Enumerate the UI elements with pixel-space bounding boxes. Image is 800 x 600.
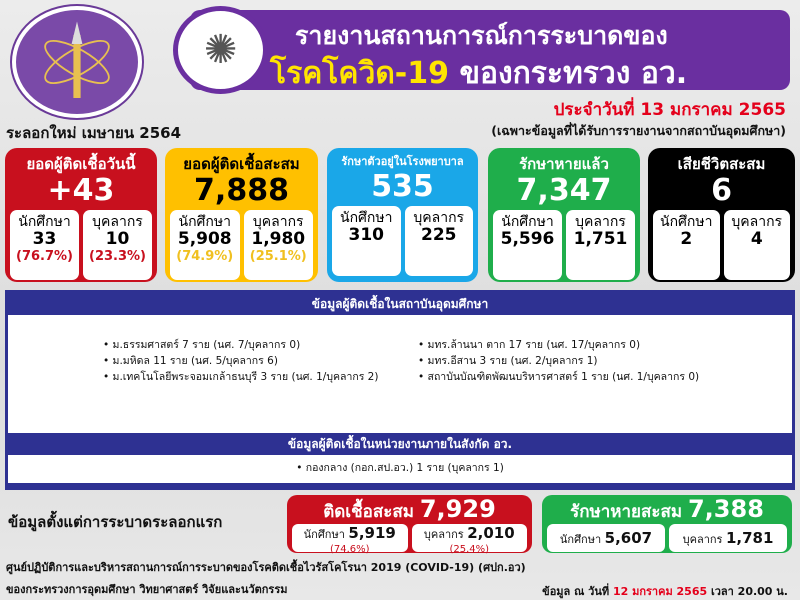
- student-label: นักศึกษา: [501, 214, 554, 230]
- staff-box: บุคลากร 225: [404, 206, 473, 276]
- infected-title: ติดเชื้อสะสม: [323, 502, 414, 522]
- student-value: 5,908: [177, 229, 232, 249]
- student-value: 310: [348, 225, 385, 245]
- recovered-staff: บุคลากร 1,781: [669, 524, 787, 552]
- staff-label: บุคลากร: [413, 210, 465, 226]
- title-line1: รายงานสถานการณ์การระบาดของ: [295, 21, 668, 50]
- card-title: ยอดผู้ติดเชื้อสะสม: [183, 155, 300, 173]
- student-value: 5,596: [500, 229, 555, 249]
- card-title: รักษาหายแล้ว: [519, 155, 609, 173]
- cumulative-infected-card: ติดเชื้อสะสม 7,929 นักศึกษา 5,919 (74.6%)…: [287, 495, 532, 555]
- staff-label: บุคลากร: [731, 214, 783, 230]
- infected-students: นักศึกษา 5,919 (74.6%): [292, 524, 408, 555]
- student-box: นักศึกษา 5,908 (74.9%): [170, 210, 240, 280]
- list-item: มทร.อีสาน 3 ราย (นศ. 2/บุคลากร 1): [418, 353, 699, 369]
- student-pct: (74.9%): [176, 249, 234, 264]
- staff-box: บุคลากร 1,751: [566, 210, 635, 280]
- card-value: 6: [711, 173, 732, 208]
- title-line2: โรคโควิด-19 ของกระทรวง อว.: [270, 50, 687, 97]
- cumulative-infected-card: ยอดผู้ติดเชื้อสะสม 7,888 นักศึกษา 5,908 (74.…: [165, 148, 318, 282]
- student-box: นักศึกษา 310: [332, 206, 401, 276]
- student-pct: (76.7%): [16, 249, 73, 264]
- list-item: กองกลาง (กอก.สป.อว.) 1 ราย (บุคลากร 1): [8, 460, 792, 476]
- card-value: +43: [47, 173, 115, 208]
- student-value: 2: [680, 229, 693, 249]
- recovered-title: รักษาหายสะสม: [570, 502, 683, 522]
- staff-label: บุคลากร: [252, 214, 304, 230]
- pct: (25.4%): [449, 544, 490, 555]
- footer-line2: ของกระทรวงการอุดมศึกษา วิทยาศาสตร์ วิจัย…: [6, 583, 288, 596]
- staff-box: บุคลากร 4: [723, 210, 790, 280]
- list-item: สถาบันบัณฑิตพัฒนบริหารศาสตร์ 1 ราย (นศ. …: [418, 369, 700, 385]
- list-item: ม.เทคโนโลยีพระจอมเกล้าธนบุรี 3 ราย (นศ. …: [103, 369, 418, 385]
- recovered-card: รักษาหายแล้ว 7,347 นักศึกษา 5,596 บุคลากร 1,7…: [488, 148, 640, 282]
- student-label: นักศึกษา: [340, 210, 393, 226]
- title-highlight: โรคโควิด-19: [270, 56, 450, 91]
- agencies-heading: ข้อมูลผู้ติดเชื้อในหน่วยงานภายในสังกัด อ…: [287, 437, 513, 451]
- agencies-list: กองกลาง (กอก.สป.อว.) 1 ราย (บุคลากร 1): [8, 455, 792, 483]
- recovered-value: 7,388: [687, 495, 764, 523]
- data-as-of: ข้อมูล ณ วันที่ 12 มกราคม 2565 เวลา 20.0…: [542, 582, 788, 600]
- student-label: นักศึกษา: [660, 214, 713, 230]
- report-date: ประจำวันที่ 13 มกราคม 2565: [553, 100, 786, 120]
- value: 5,607: [604, 529, 653, 547]
- since-first-label: ข้อมูลตั้งแต่การระบาดระลอกแรก: [8, 513, 223, 531]
- staff-label: บุคลากร: [575, 214, 626, 230]
- card-value: 535: [371, 169, 434, 204]
- staff-value: 225: [421, 225, 457, 245]
- label: นักศึกษา: [303, 528, 345, 541]
- infected-staff: บุคลากร 2,010 (25.4%): [411, 524, 527, 555]
- label: นักศึกษา: [559, 533, 602, 546]
- asof-date: 12 มกราคม 2565: [612, 585, 708, 598]
- institutions-list: ม.ธรรมศาสตร์ 7 ราย (นศ. 7/บุคลากร 0)ม.มห…: [8, 315, 792, 433]
- asof-prefix: ข้อมูล ณ วันที่: [542, 585, 610, 598]
- ministry-logo: [12, 6, 142, 118]
- value: 5,919: [348, 524, 396, 542]
- card-title: ยอดผู้ติดเชื้อวันนี้: [26, 155, 136, 173]
- staff-value: 1,751: [573, 229, 628, 249]
- student-label: นักศึกษา: [178, 214, 232, 230]
- staff-value: 10: [105, 229, 130, 249]
- student-label: นักศึกษา: [18, 214, 71, 230]
- title-rest: ของกระทรวง อว.: [459, 56, 688, 91]
- deaths-card: เสียชีวิตสะสม 6 นักศึกษา 2 บุคลากร 4: [648, 148, 795, 282]
- card-title: เสียชีวิตสะสม: [677, 155, 766, 173]
- hospitalized-card: รักษาตัวอยู่ในโรงพยาบาล 535 นักศึกษา 310 บุค…: [327, 148, 478, 282]
- staff-pct: (25.1%): [249, 249, 307, 264]
- report-note: (เฉพาะข้อมูลที่ได้รับการรายงานจากสถาบันอ…: [491, 123, 786, 138]
- title-banner: รายงานสถานการณ์การระบาดของ โรคโควิด-19 ข…: [190, 10, 790, 91]
- pct: (74.6%): [329, 544, 370, 555]
- list-item: ม.มหิดล 11 ราย (นศ. 5/บุคลากร 6): [103, 353, 418, 369]
- staff-value: 4: [750, 229, 763, 249]
- list-item: มทร.ล้านนา ตาก 17 ราย (นศ. 17/บุคลากร 0): [418, 337, 699, 353]
- infected-value: 7,929: [419, 495, 496, 523]
- staff-label: บุคลากร: [92, 214, 143, 230]
- staff-box: บุคลากร 10 (23.3%): [83, 210, 152, 280]
- label: บุคลากร: [423, 528, 464, 541]
- student-box: นักศึกษา 5,596: [493, 210, 562, 280]
- staff-value: 1,980: [251, 229, 306, 249]
- staff-pct: (23.3%): [89, 249, 146, 264]
- list-item: ม.ธรรมศาสตร์ 7 ราย (นศ. 7/บุคลากร 0): [103, 337, 418, 353]
- card-title: รักษาตัวอยู่ในโรงพยาบาล: [341, 155, 464, 168]
- institutions-heading: ข้อมูลผู้ติดเชื้อในสถาบันอุดมศึกษา: [311, 297, 489, 311]
- virus-icon: ✺: [173, 6, 268, 94]
- institutions-panel: ข้อมูลผู้ติดเชื้อในสถาบันอุดมศึกษา ม.ธรร…: [5, 290, 795, 490]
- asof-suffix: เวลา 20.00 น.: [710, 585, 788, 598]
- today-infected-card: ยอดผู้ติดเชื้อวันนี้ +43 นักศึกษา 33 (76.7%)…: [5, 148, 157, 282]
- wave-label: ระลอกใหม่ เมษายน 2564: [6, 124, 182, 142]
- student-box: นักศึกษา 33 (76.7%): [10, 210, 79, 280]
- recovered-students: นักศึกษา 5,607: [547, 524, 665, 552]
- label: บุคลากร: [682, 533, 723, 546]
- staff-box: บุคลากร 1,980 (25.1%): [243, 210, 313, 280]
- footer-line1: ศูนย์ปฏิบัติการและบริหารสถานการณ์การระบา…: [6, 561, 526, 574]
- card-value: 7,347: [516, 173, 612, 208]
- student-box: นักศึกษา 2: [653, 210, 720, 280]
- cumulative-recovered-card: รักษาหายสะสม 7,388 นักศึกษา 5,607 บุคลาก…: [542, 495, 792, 553]
- student-value: 33: [32, 229, 57, 249]
- value: 1,781: [725, 529, 774, 547]
- value: 2,010: [467, 524, 515, 542]
- card-value: 7,888: [194, 173, 289, 208]
